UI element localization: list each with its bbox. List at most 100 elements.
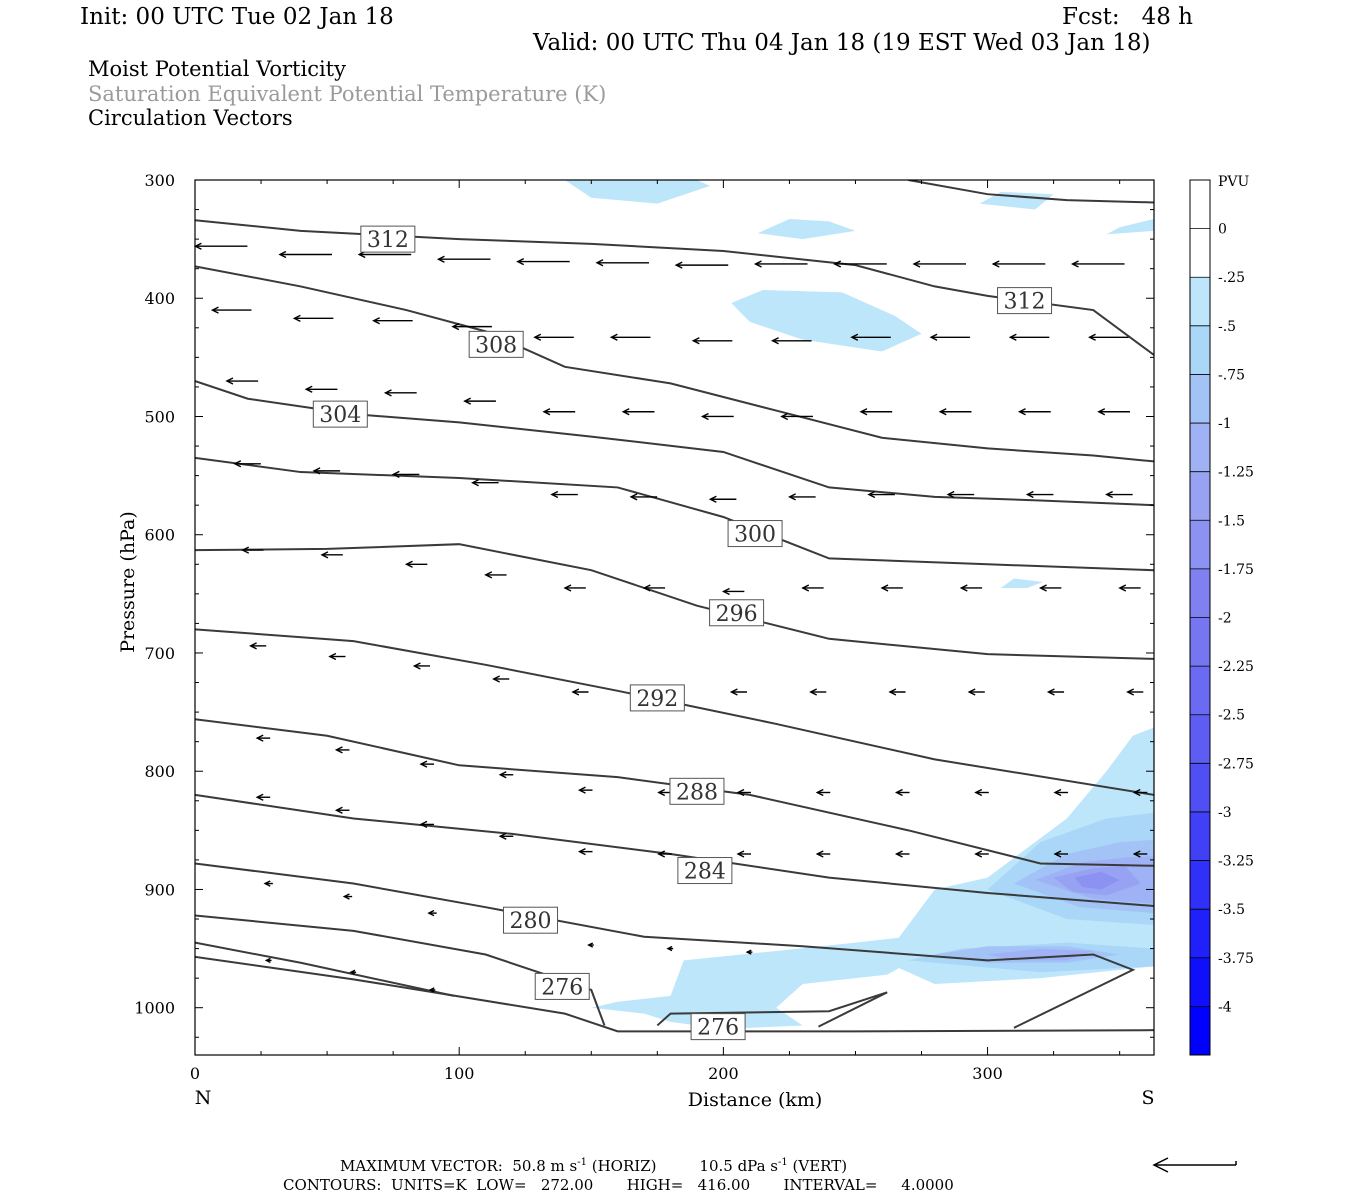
reference-vector-head bbox=[1152, 1157, 1169, 1173]
circulation-vector bbox=[736, 788, 752, 797]
circulation-vector bbox=[463, 397, 496, 405]
circulation-vector bbox=[1053, 788, 1069, 797]
circulation-vector bbox=[550, 490, 578, 499]
circulation-vector bbox=[304, 385, 338, 393]
circulation-vector bbox=[571, 688, 589, 696]
circulation-vector bbox=[959, 584, 983, 592]
circulation-vector bbox=[498, 832, 514, 840]
colorbar-label: -2.75 bbox=[1218, 756, 1254, 772]
circulation-vector bbox=[320, 551, 343, 559]
circulation-vector bbox=[427, 909, 437, 917]
colorbar-label: -2 bbox=[1218, 611, 1232, 627]
svg-text:312: 312 bbox=[1004, 290, 1046, 315]
circulation-vector bbox=[621, 408, 655, 416]
circulation-vector bbox=[1053, 850, 1069, 858]
circulation-vector bbox=[1017, 408, 1051, 416]
contour-label: 312 bbox=[360, 225, 416, 253]
circulation-vector bbox=[833, 260, 887, 268]
circulation-vector bbox=[328, 652, 346, 661]
svg-text:276: 276 bbox=[541, 975, 583, 1000]
circulation-vector bbox=[419, 760, 434, 768]
colorbar-swatch bbox=[1190, 666, 1210, 716]
svg-text:292: 292 bbox=[636, 687, 678, 712]
init-time-label: Init: 00 UTC Tue 02 Jan 18 bbox=[80, 4, 394, 30]
circulation-vector bbox=[595, 259, 649, 267]
thetaes-contour-line bbox=[195, 265, 1154, 463]
circulation-vector bbox=[1070, 260, 1125, 268]
svg-text:304: 304 bbox=[319, 403, 361, 428]
contour-label: 280 bbox=[503, 906, 559, 934]
circulation-vector bbox=[974, 788, 989, 797]
circulation-vector bbox=[859, 408, 893, 416]
circulation-vector bbox=[770, 337, 812, 345]
max-vector-vert-prefix: 10.5 dPa s bbox=[699, 1157, 779, 1175]
circulation-vector bbox=[1088, 333, 1129, 341]
contour-label: 276 bbox=[690, 1013, 746, 1041]
circulation-vector bbox=[736, 850, 752, 858]
colorbar-swatch bbox=[1190, 811, 1210, 862]
circulation-vector bbox=[894, 850, 910, 858]
circulation-vector bbox=[391, 470, 420, 479]
circulation-vector bbox=[700, 412, 734, 421]
circulation-vector bbox=[533, 333, 574, 341]
svg-text:312: 312 bbox=[367, 228, 409, 253]
circulation-vector bbox=[255, 793, 271, 801]
circulation-vector bbox=[880, 584, 903, 592]
cross-section-chart: 312 312 308 304 300 296 292 288 284 280 276 276 300… bbox=[117, 171, 1254, 1111]
contour-labels: 312 312 308 304 300 296 292 288 284 280 276 276 bbox=[312, 225, 1053, 1041]
circulation-vector bbox=[451, 322, 492, 331]
circulation-vector bbox=[563, 584, 586, 592]
contours-note: CONTOURS: UNITS=K LOW= 272.00 HIGH= 416.… bbox=[283, 1176, 954, 1194]
circulation-vector bbox=[946, 490, 975, 499]
contour-label: 312 bbox=[997, 287, 1053, 315]
circulation-vector bbox=[334, 806, 350, 814]
circulation-vector bbox=[210, 306, 252, 314]
contour-label: 304 bbox=[312, 400, 368, 428]
contour-label: 292 bbox=[629, 684, 685, 712]
colorbar-label: 0 bbox=[1218, 222, 1227, 238]
field-title-circulation: Circulation Vectors bbox=[88, 106, 293, 130]
circulation-vector bbox=[850, 333, 891, 341]
circulation-vector bbox=[815, 788, 831, 797]
svg-text:308: 308 bbox=[475, 333, 517, 358]
circulation-vector bbox=[241, 546, 264, 554]
circulation-vector bbox=[629, 493, 658, 501]
valid-time-label: Valid: 00 UTC Thu 04 Jan 18 (19 EST Wed … bbox=[533, 30, 1151, 56]
x-tick-label: 200 bbox=[708, 1064, 739, 1083]
circulation-vector bbox=[436, 255, 491, 263]
contour-label: 276 bbox=[534, 972, 590, 1000]
x-tick-label: 0 bbox=[190, 1064, 200, 1083]
thetaes-contour-line bbox=[908, 180, 1154, 204]
contour-label: 308 bbox=[468, 330, 524, 358]
colorbar-label: -3.25 bbox=[1218, 854, 1254, 870]
circulation-vectors bbox=[193, 242, 1148, 993]
max-vector-horiz-suffix: (HORIZ) bbox=[586, 1157, 657, 1175]
circulation-vector bbox=[753, 260, 808, 268]
circulation-vector bbox=[1008, 333, 1050, 341]
colorbar-swatch bbox=[1190, 617, 1210, 667]
contour-label: 284 bbox=[677, 857, 733, 885]
circulation-vector bbox=[745, 949, 753, 955]
svg-text:280: 280 bbox=[510, 909, 552, 934]
circulation-vector bbox=[708, 495, 737, 503]
y-tick-label: 600 bbox=[144, 526, 175, 545]
colorbar-label: -1.75 bbox=[1218, 562, 1254, 578]
colorbar-swatch bbox=[1190, 957, 1210, 1007]
circulation-vector bbox=[1097, 408, 1130, 416]
circulation-vector bbox=[801, 584, 824, 592]
south-end-label: S bbox=[1141, 1087, 1154, 1109]
circulation-vector bbox=[788, 493, 816, 501]
circulation-vector bbox=[428, 987, 436, 993]
circulation-vector bbox=[1132, 850, 1148, 858]
thetaes-contour-line bbox=[656, 991, 888, 1028]
colorbar-label: -1 bbox=[1218, 416, 1232, 432]
colorbar-swatch bbox=[1190, 520, 1210, 570]
colorbar-swatch bbox=[1190, 568, 1210, 618]
thetaes-contour-line bbox=[195, 456, 1154, 572]
contour-label: 288 bbox=[669, 777, 725, 805]
circulation-vector bbox=[609, 333, 651, 341]
colorbar-label: -.25 bbox=[1218, 270, 1245, 286]
circulation-vector bbox=[657, 850, 672, 858]
circulation-vector bbox=[815, 850, 831, 858]
axes: 300 400 500 600 700 800 900 1000 0 100 200 300 bbox=[134, 171, 1154, 1083]
